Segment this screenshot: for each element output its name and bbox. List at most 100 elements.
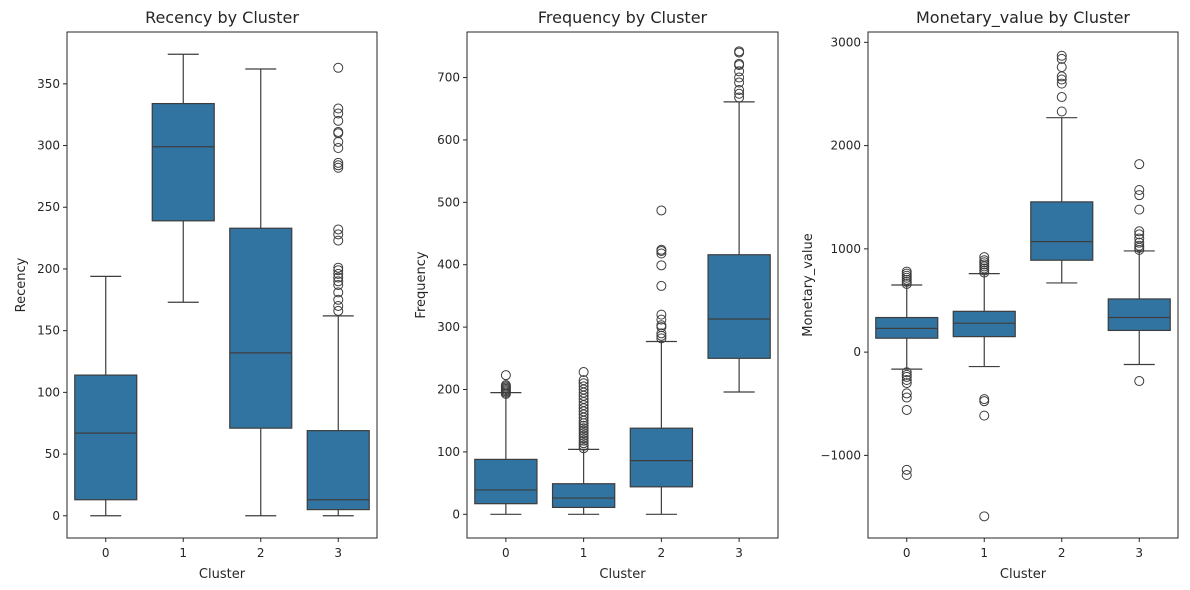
outlier-point xyxy=(578,433,589,444)
outlier-point xyxy=(333,115,344,126)
outlier-point xyxy=(500,380,511,391)
outlier-point xyxy=(333,157,344,168)
outlier-point xyxy=(656,248,667,259)
outlier-point xyxy=(578,378,589,389)
box-cluster-3 xyxy=(306,62,370,517)
outlier-point xyxy=(578,428,589,439)
outlier-point xyxy=(901,404,912,415)
recency-panel: Recency by Cluster 0 50 100 150 200 250 300 350 0… xyxy=(14,8,378,582)
outlier-point xyxy=(500,370,511,381)
box-cluster-3 xyxy=(1107,159,1171,387)
outlier-point xyxy=(979,252,990,263)
outlier-point xyxy=(333,126,344,137)
box-cluster-2 xyxy=(629,205,694,515)
outlier-point xyxy=(734,66,745,77)
outlier-point xyxy=(656,328,667,339)
outlier-point xyxy=(578,423,589,434)
iqr-box xyxy=(707,254,771,359)
y-tick-label: 500 xyxy=(437,195,460,209)
iqr-box xyxy=(151,102,215,222)
outlier-point xyxy=(333,160,344,171)
outlier-point xyxy=(578,443,589,454)
y-tick-label: 400 xyxy=(437,258,460,272)
outlier-point xyxy=(1134,237,1145,248)
outlier-point xyxy=(979,396,990,407)
y-tick-label: 3000 xyxy=(830,35,861,49)
outlier-point xyxy=(901,388,912,399)
iqr-box xyxy=(306,430,370,511)
plot-frame xyxy=(466,31,779,539)
outlier-point xyxy=(901,371,912,382)
y-tick-label: 100 xyxy=(437,445,460,459)
outlier-point xyxy=(656,280,667,291)
outlier-point xyxy=(333,276,344,287)
iqr-box xyxy=(1030,201,1094,261)
monetary-panel: Monetary_value by Cluster −1000 0 1000 2000 3… xyxy=(801,8,1179,582)
y-tick-label: 2000 xyxy=(830,139,861,153)
x-tick-label: 2 xyxy=(257,546,265,560)
outlier-point xyxy=(1134,226,1145,237)
y-axis-label: Frequency xyxy=(414,251,429,318)
outlier-point xyxy=(333,229,344,240)
outlier-point xyxy=(656,244,667,255)
y-tick-label: 50 xyxy=(45,447,60,461)
outlier-point xyxy=(1056,50,1067,61)
x-axis-label: Cluster xyxy=(199,567,246,582)
x-tick-label: 1 xyxy=(980,546,988,560)
outlier-point xyxy=(1134,229,1145,240)
outlier-point xyxy=(1056,92,1067,103)
x-tick-label: 2 xyxy=(1058,546,1066,560)
outlier-point xyxy=(1056,62,1067,73)
x-tick-label: 2 xyxy=(658,546,666,560)
y-tick-label: 300 xyxy=(437,320,460,334)
y-tick-label: 0 xyxy=(452,507,460,521)
iqr-box xyxy=(74,374,138,501)
outlier-point xyxy=(901,378,912,389)
outlier-point xyxy=(979,255,990,266)
outlier-point xyxy=(1134,240,1145,251)
outlier-point xyxy=(333,272,344,283)
y-tick-label: 700 xyxy=(437,71,460,85)
box-cluster-2 xyxy=(1030,50,1094,284)
plot-frame xyxy=(66,31,378,539)
outlier-point xyxy=(901,392,912,403)
y-tick-label: −1000 xyxy=(820,448,861,462)
box-cluster-0 xyxy=(74,275,138,517)
outlier-point xyxy=(656,314,667,325)
outlier-point xyxy=(333,224,344,235)
box-cluster-1 xyxy=(151,53,215,303)
chart-title: Monetary_value by Cluster xyxy=(916,8,1130,28)
outlier-point xyxy=(578,381,589,392)
box-cluster-2 xyxy=(229,68,293,517)
outlier-point xyxy=(1134,376,1145,387)
outlier-point xyxy=(901,367,912,378)
x-tick-label: 3 xyxy=(334,546,342,560)
outlier-point xyxy=(734,72,745,83)
outlier-point xyxy=(734,46,745,57)
outlier-point xyxy=(1056,74,1067,85)
y-tick-label: 0 xyxy=(853,345,861,359)
outlier-point xyxy=(979,394,990,405)
outlier-point xyxy=(333,143,344,154)
outlier-point xyxy=(578,425,589,436)
y-tick-label: 1000 xyxy=(830,242,861,256)
outlier-point xyxy=(1134,204,1145,215)
x-tick-label: 0 xyxy=(502,546,510,560)
y-tick-label: 150 xyxy=(37,324,60,338)
outlier-point xyxy=(333,262,344,273)
outlier-point xyxy=(333,280,344,290)
outlier-point xyxy=(578,430,589,441)
chart-title: Frequency by Cluster xyxy=(538,8,708,27)
outlier-point xyxy=(333,294,344,305)
outlier-point xyxy=(979,511,990,522)
outlier-point xyxy=(734,92,745,103)
y-tick-label: 300 xyxy=(37,139,60,153)
y-tick-label: 0 xyxy=(52,509,60,523)
iqr-box xyxy=(629,427,694,488)
outlier-point xyxy=(1134,184,1145,195)
box-cluster-1 xyxy=(551,367,616,515)
y-axis-label: Recency xyxy=(14,257,29,312)
outlier-point xyxy=(1134,233,1145,244)
outlier-point xyxy=(656,333,667,344)
outlier-point xyxy=(333,305,344,316)
